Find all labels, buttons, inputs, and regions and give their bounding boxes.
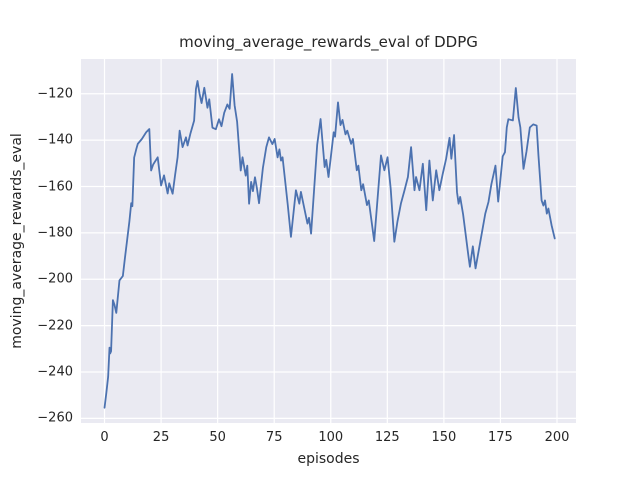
y-tick-label: −200	[37, 271, 73, 287]
chart-title: moving_average_rewards_eval of DDPG	[179, 33, 478, 51]
gridlines	[81, 59, 576, 423]
y-tick-label: −120	[37, 86, 73, 102]
plot-area	[81, 59, 576, 423]
x-tick-label: 125	[374, 430, 400, 445]
x-tick-label: 100	[318, 430, 344, 445]
y-tick-label: −260	[37, 410, 73, 426]
x-tick-label: 75	[265, 430, 283, 445]
x-tick-label: 50	[209, 430, 226, 445]
y-tick-label: −160	[37, 179, 73, 195]
series-line	[103, 73, 556, 409]
y-axis-label: moving_average_rewards_eval	[9, 133, 25, 349]
x-tick-label: 150	[431, 430, 457, 445]
x-tick-label: 0	[100, 430, 109, 445]
x-tick-label: 175	[488, 430, 513, 445]
y-tick-label: −240	[37, 364, 73, 380]
y-tick-label: −220	[37, 318, 73, 334]
x-tick-label: 200	[544, 430, 570, 445]
y-tick-label: −180	[37, 225, 73, 241]
x-axis-label: episodes	[297, 451, 360, 467]
y-tick-label: −140	[37, 132, 73, 148]
x-tick-label: 25	[152, 430, 170, 445]
